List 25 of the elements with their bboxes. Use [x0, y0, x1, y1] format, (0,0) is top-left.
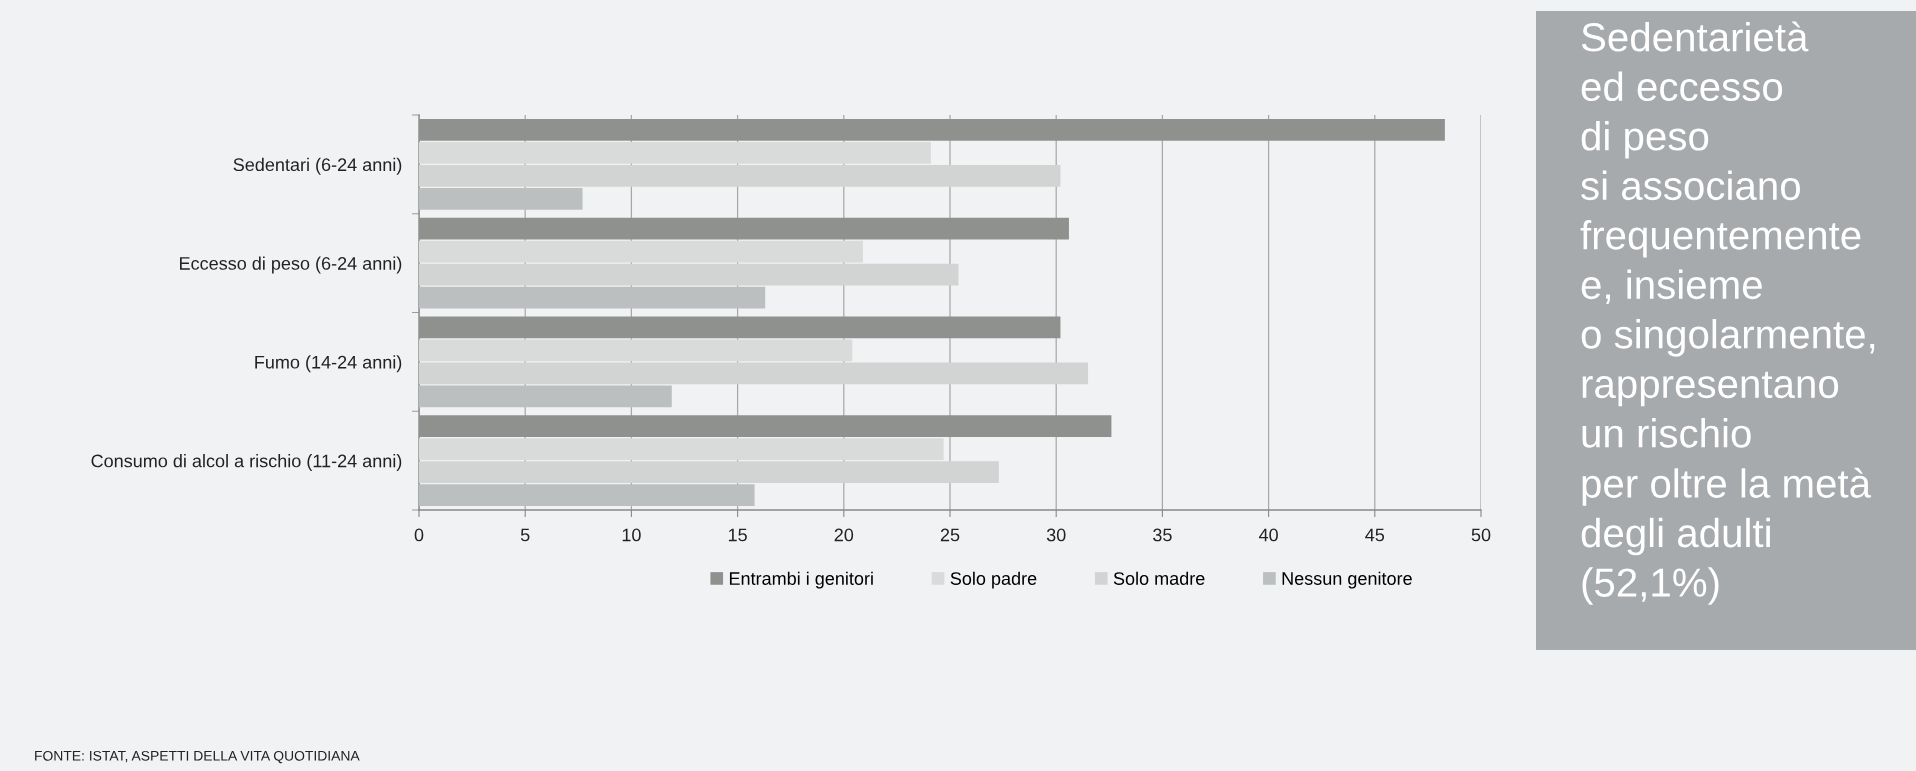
x-tick-label: 20 — [834, 528, 854, 542]
x-tick-label: 30 — [1046, 528, 1066, 542]
legend-label: Entrambi i genitori — [729, 571, 873, 589]
y-tick-label: Sedentari (6-24 anni) — [233, 157, 402, 175]
legend-label: Solo padre — [950, 571, 1037, 589]
legend-label: Solo madre — [1113, 571, 1205, 585]
bar — [419, 187, 583, 210]
x-tick-label: 35 — [1153, 528, 1172, 542]
source-note: FONTE: ISTAT, ASPETTI DELLA VITA QUOTIDIANA — [35, 750, 360, 764]
bar — [419, 286, 766, 309]
y-tick-label: Consumo di alcol a rischio (11-24 anni) — [91, 454, 402, 471]
x-tick-label: 40 — [1258, 528, 1278, 542]
y-tick-label: Eccesso di peso (6-24 anni) — [180, 256, 402, 274]
y-tick-label: Fumo (14-24 anni) — [255, 355, 402, 373]
bar — [419, 484, 755, 506]
x-tick-label: 25 — [940, 528, 960, 542]
x-tick-label: 5 — [520, 528, 530, 542]
text: Sedentarietà ed eccesso di peso si associano frequentemente e, insieme o singolarmente, rappresentano un rischio per oltre la metà degli adulti (52,1%) — [1580, 21, 1875, 605]
bar — [419, 385, 672, 408]
x-tick-label: 50 — [1471, 528, 1491, 542]
x-tick-label: 0 — [414, 528, 424, 542]
x-tick-label: 45 — [1365, 528, 1385, 542]
legend-label: Nessun genitore — [1282, 571, 1412, 589]
x-tick-label: 15 — [728, 528, 747, 542]
x-tick-label: 10 — [622, 528, 641, 542]
